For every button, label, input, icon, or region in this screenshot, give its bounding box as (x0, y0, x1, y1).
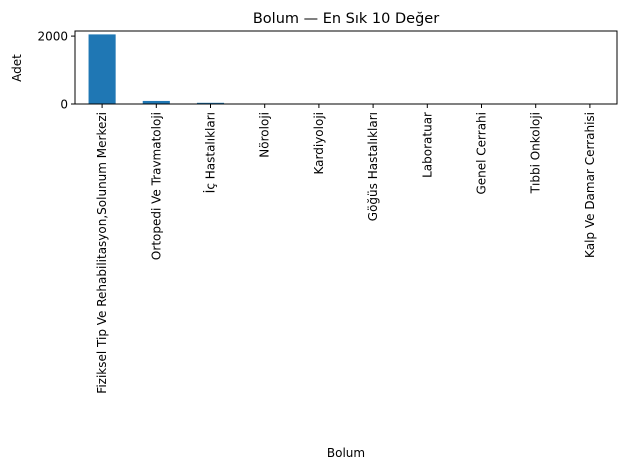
y-tick-label: 2000 (37, 30, 68, 44)
x-tick-label: Genel Cerrahi (475, 112, 489, 195)
plot-frame (74, 30, 618, 105)
bar (88, 34, 116, 104)
x-tick-label: Laboratuar (420, 112, 434, 178)
y-tick-label: 0 (60, 98, 68, 112)
x-axis-label: Bolum (327, 446, 365, 460)
x-tick-label: Fiziksel Tip Ve Rehabilitasyon,Solunum M… (95, 112, 109, 394)
x-tick-label: Kardiyoloji (312, 112, 326, 174)
x-axis: Fiziksel Tip Ve Rehabilitasyon,Solunum M… (95, 104, 597, 394)
x-tick-label: Kalp Ve Damar Cerrahisi (583, 112, 597, 258)
bar (142, 100, 170, 104)
x-tick-label: Nöroloji (258, 112, 272, 158)
bar (196, 102, 225, 104)
y-axis: 0 2000 (37, 30, 75, 112)
chart-title: Bolum — En Sık 10 Değer (253, 11, 439, 27)
x-tick-label: İç Hastalıkları (203, 112, 218, 193)
x-tick-label: Göğüs Hastalıkları (366, 112, 380, 221)
x-tick-label: Tıbbi Onkoloji (529, 112, 543, 194)
bars-group (88, 34, 604, 104)
x-tick-label: Ortopedi Ve Travmatoloji (149, 112, 163, 260)
y-axis-label: Adet (10, 54, 24, 82)
